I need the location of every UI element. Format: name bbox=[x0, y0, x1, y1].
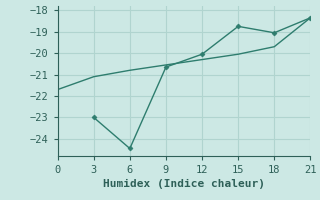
X-axis label: Humidex (Indice chaleur): Humidex (Indice chaleur) bbox=[103, 179, 265, 189]
